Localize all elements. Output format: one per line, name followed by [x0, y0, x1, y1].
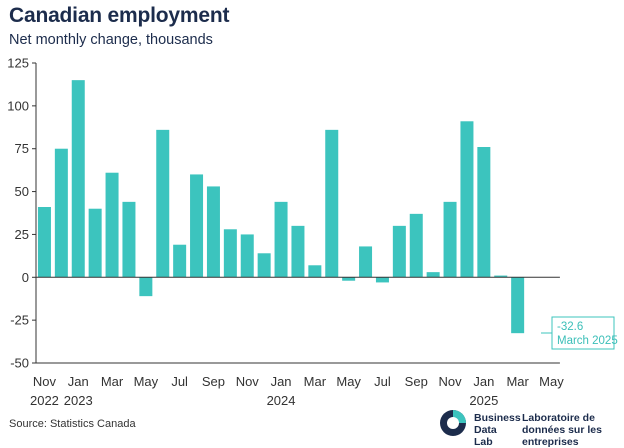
x-tick-label: Sep [405, 374, 428, 389]
brand-name-fr: Laboratoire de données sur les entrepris… [522, 412, 602, 448]
y-tick-label: -25 [10, 313, 29, 328]
bar-dec-2023 [257, 253, 271, 278]
bar-sep-2024 [409, 213, 423, 278]
y-tick-label: 0 [22, 270, 29, 285]
bar-jun-2023 [156, 129, 170, 278]
brand-name-en: Business Data Lab [474, 412, 521, 448]
annotation-callout: -32.6 March 2025 [541, 316, 618, 350]
x-axis: Nov Jan Mar May Jul Sep Nov Jan Mar May Jul Sep Nov J… [30, 276, 564, 408]
x-year-label: 2025 [469, 393, 498, 408]
bar-dec-2022 [54, 148, 68, 278]
bar-dec-2024 [460, 121, 474, 278]
bar-nov-2023 [240, 234, 254, 278]
x-tick-label: May [134, 374, 159, 389]
y-tick-label: -50 [10, 356, 29, 371]
bar-mar-2023 [105, 172, 119, 278]
business-data-lab-logo-icon [440, 410, 466, 436]
annotation-box [551, 316, 615, 350]
bar-mar-2025 [511, 277, 525, 334]
bar-may-2024 [342, 277, 356, 281]
y-tick-label: 75 [15, 141, 29, 156]
x-tick-label: Jan [271, 374, 292, 389]
y-axis: -50 -25 0 25 50 75 100 125 [7, 56, 37, 371]
bar-oct-2023 [223, 229, 237, 278]
bar-apr-2023 [122, 201, 136, 278]
chart-title: Canadian employment [9, 4, 230, 27]
x-tick-label: Nov [438, 374, 462, 389]
x-tick-label: Sep [202, 374, 225, 389]
x-tick-label: May [539, 374, 564, 389]
bar-nov-2022 [37, 207, 51, 278]
x-tick-label: Jan [473, 374, 494, 389]
bar-mar-2024 [308, 265, 322, 278]
bar-feb-2025 [494, 275, 508, 278]
bar-may-2023 [139, 277, 153, 297]
x-tick-label: May [336, 374, 361, 389]
bar-aug-2024 [392, 225, 406, 278]
x-tick-label: Jan [68, 374, 89, 389]
bar-feb-2024 [291, 225, 305, 278]
bar-aug-2023 [190, 174, 204, 278]
x-tick-label: Mar [304, 374, 327, 389]
bar-apr-2024 [325, 129, 339, 278]
x-year-label: 2022 [30, 393, 59, 408]
x-year-label: 2024 [267, 393, 296, 408]
bar-feb-2023 [88, 208, 102, 278]
bar-sep-2023 [206, 186, 220, 278]
bar-jul-2024 [375, 277, 389, 283]
bar-nov-2024 [443, 201, 457, 278]
bar-jul-2023 [173, 244, 187, 278]
bar-jun-2024 [359, 246, 373, 278]
bar-jan-2023 [71, 80, 85, 278]
x-tick-label: Jul [171, 374, 188, 389]
source-note: Source: Statistics Canada [9, 418, 136, 430]
x-year-label: 2023 [64, 393, 93, 408]
x-tick-label: Jul [374, 374, 391, 389]
x-tick-label: Mar [101, 374, 124, 389]
annotation-value: -32.6 [557, 321, 583, 333]
bar-oct-2024 [426, 272, 440, 278]
x-tick-label: Mar [506, 374, 529, 389]
x-tick-label: Nov [236, 374, 260, 389]
bar-jan-2024 [274, 201, 288, 278]
bars [37, 80, 525, 334]
y-tick-label: 25 [15, 227, 29, 242]
x-tick-label: Nov [33, 374, 57, 389]
annotation-label: March 2025 [557, 335, 618, 347]
bar-jan-2025 [477, 147, 491, 278]
y-tick-label: 50 [15, 184, 29, 199]
y-tick-label: 125 [7, 56, 29, 71]
y-tick-label: 100 [7, 98, 29, 113]
chart-subtitle: Net monthly change, thousands [9, 32, 213, 48]
